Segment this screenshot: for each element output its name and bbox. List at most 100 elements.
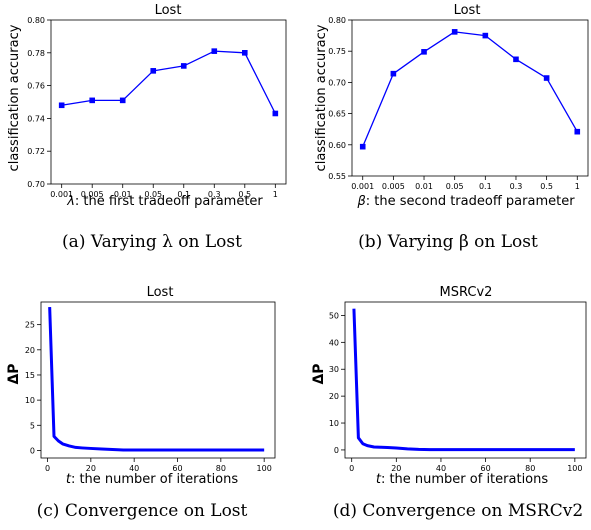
plot-area: 0 5 10 15 20 25 0 20 40 60 80 100 <box>25 301 276 473</box>
chart-title: Lost <box>147 285 174 300</box>
x-axis-label: β: the second tradeoff parameter <box>356 194 575 209</box>
x-axis-label: t: the number of iterations <box>376 472 549 487</box>
series-line <box>352 308 575 452</box>
x-tick-label: 0 <box>349 464 354 473</box>
plot-area: 0 10 20 30 40 50 0 20 40 60 80 100 <box>329 301 587 473</box>
caption: (b) Varying β on Lost <box>358 232 538 252</box>
y-tick-label: 0.60 <box>328 141 346 150</box>
y-tick-label: 0.70 <box>328 78 346 87</box>
data-point <box>119 97 126 104</box>
data-point <box>180 63 187 69</box>
x-axis-label-text: : the first tradeoff parameter <box>75 194 264 209</box>
x-tick-label: 40 <box>436 464 446 473</box>
panel-c: Lost ΔP t: the number of iterations (c) … <box>6 285 276 521</box>
panel-d: MSRCv2 ΔP t: the number of iterations (d… <box>311 285 587 521</box>
x-axis-label-text: : the second tradeoff parameter <box>366 194 575 209</box>
data-point <box>272 110 279 117</box>
data-point <box>574 128 581 135</box>
x-tick-label: 0.005 <box>382 182 405 191</box>
y-tick-label: 15 <box>25 371 35 380</box>
y-tick-label: 0.65 <box>328 110 346 119</box>
x-tick-label: 20 <box>86 464 96 473</box>
x-axis-variable: t <box>66 472 72 487</box>
axes-frame <box>40 301 276 459</box>
series-line <box>61 50 276 114</box>
x-axis-variable: β <box>356 194 365 209</box>
data-point <box>451 29 458 35</box>
x-axis-variable: λ <box>66 194 75 209</box>
x-tick-label: 0.5 <box>238 190 251 199</box>
y-tick-label: 0.78 <box>27 49 45 58</box>
y-tick-label: 20 <box>25 346 35 355</box>
x-tick-label: 80 <box>216 464 226 473</box>
plot-area: 0.55 0.60 0.65 0.70 0.75 0.80 0.001 0.005 0.01 0.… <box>328 16 589 191</box>
y-tick-label: 0 <box>334 446 339 455</box>
y-tick-label: 0 <box>30 446 35 455</box>
x-tick-label: 80 <box>525 464 535 473</box>
data-point <box>241 50 248 56</box>
panel-b: Lost classification accuracy β: the seco… <box>314 3 589 252</box>
axes-frame <box>344 301 587 459</box>
y-tick-label: 0.76 <box>27 82 45 91</box>
y-tick-label: 10 <box>25 396 35 405</box>
y-axis-label: classification accuracy <box>7 24 22 171</box>
caption: (a) Varying λ on Lost <box>62 232 242 252</box>
x-tick-label: 0.1 <box>177 190 190 199</box>
data-point <box>390 70 397 77</box>
y-tick-label: 0.74 <box>27 114 45 123</box>
chart-title: Lost <box>155 3 182 18</box>
chart-title: MSRCv2 <box>440 285 493 300</box>
x-tick-label: 0.05 <box>446 182 464 191</box>
series-line <box>362 31 578 147</box>
y-tick-label: 0.80 <box>328 16 346 25</box>
y-tick-label: 10 <box>329 419 339 428</box>
x-tick-label: 0.005 <box>81 190 104 199</box>
y-tick-label: 0.75 <box>328 47 346 56</box>
x-axis-variable: t <box>376 472 382 487</box>
x-tick-label: 0.1 <box>479 182 492 191</box>
data-point <box>58 102 65 109</box>
data-point <box>211 48 218 54</box>
x-tick-label: 0.5 <box>540 182 553 191</box>
axes-frame <box>50 19 287 185</box>
y-axis-label: ΔP <box>6 363 22 384</box>
y-tick-label: 5 <box>30 421 35 430</box>
x-tick-label: 0.3 <box>208 190 221 199</box>
panel-a: Lost classification accuracy λ: the firs… <box>7 3 287 252</box>
y-tick-label: 0.80 <box>27 16 45 25</box>
x-tick-label: 100 <box>257 464 272 473</box>
axes-frame <box>351 19 589 177</box>
x-tick-label: 0.3 <box>510 182 523 191</box>
x-axis-label-text: : the number of iterations <box>381 472 548 487</box>
x-tick-label: 0 <box>45 464 50 473</box>
data-point <box>482 32 489 39</box>
y-axis-label: ΔP <box>311 363 327 384</box>
data-point <box>513 56 519 63</box>
x-tick-label: 0.01 <box>114 190 132 199</box>
x-tick-label: 60 <box>480 464 490 473</box>
y-tick-label: 30 <box>329 365 339 374</box>
data-point <box>359 143 366 150</box>
y-tick-label: 25 <box>25 321 35 330</box>
x-tick-label: 0.001 <box>351 182 374 191</box>
caption: (c) Convergence on Lost <box>37 501 248 521</box>
x-tick-label: 1 <box>273 190 278 199</box>
data-point <box>543 75 550 81</box>
data-point <box>89 97 96 104</box>
x-tick-label: 40 <box>129 464 139 473</box>
y-tick-label: 0.70 <box>27 180 45 189</box>
x-axis-label-text: : the number of iterations <box>71 472 238 487</box>
series-line <box>48 306 265 452</box>
x-tick-label: 0.001 <box>50 190 73 199</box>
data-point <box>150 68 157 74</box>
y-axis-label: classification accuracy <box>314 24 329 171</box>
x-tick-label: 0.05 <box>144 190 162 199</box>
data-point <box>421 49 427 55</box>
x-tick-label: 0.01 <box>415 182 433 191</box>
chart-title: Lost <box>454 3 481 18</box>
plot-area: 0.70 0.72 0.74 0.76 0.78 0.80 0.001 0.005 0.01 0.… <box>27 16 287 199</box>
y-tick-label: 0.72 <box>27 147 45 156</box>
x-axis-label: λ: the first tradeoff parameter <box>66 194 263 209</box>
